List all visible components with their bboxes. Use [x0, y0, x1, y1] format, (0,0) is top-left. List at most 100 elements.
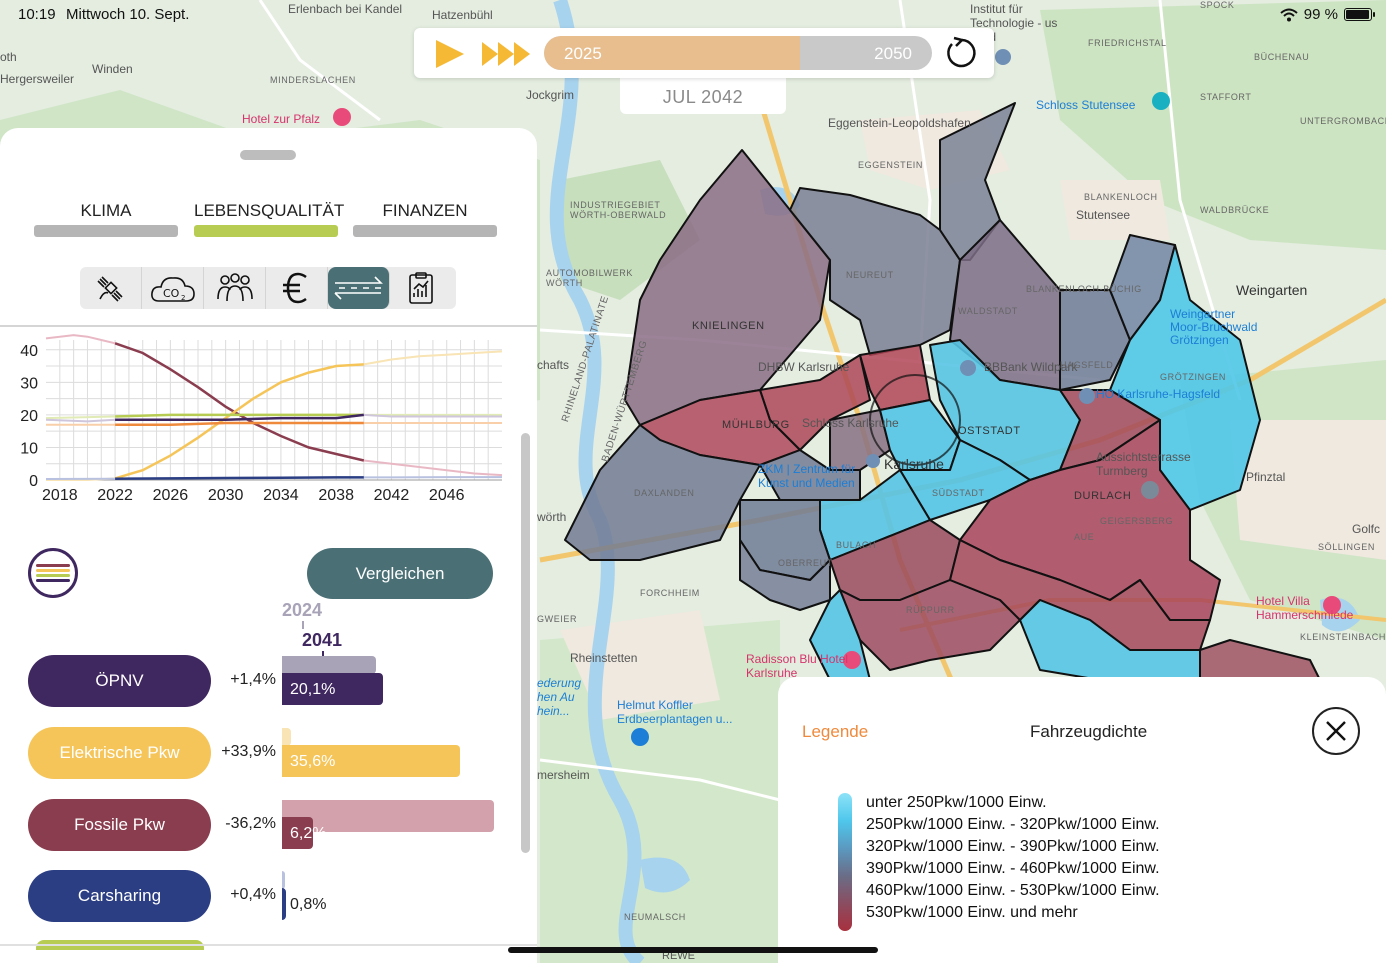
- status-date: Mittwoch 10. Sept.: [66, 6, 190, 23]
- legend-toggle-line: [36, 579, 70, 582]
- settlement-area: [1230, 420, 1386, 560]
- schloss-circle: [869, 374, 961, 466]
- panel-scrollbar[interactable]: [521, 433, 530, 853]
- tab-lebensqualitaet[interactable]: LEBENSQUALITÄT: [194, 201, 344, 237]
- tab-finanzen[interactable]: FINANZEN: [353, 201, 497, 237]
- series-line: [114, 363, 364, 480]
- close-legend-button[interactable]: [1312, 707, 1360, 755]
- map-label: EGGENSTEIN: [858, 160, 924, 170]
- play-icon[interactable]: [432, 38, 466, 70]
- map-label: Radisson Blu Hotel Karlsruhe: [746, 652, 849, 680]
- x-tick-label: 2022: [97, 487, 133, 504]
- map-label: Stutensee: [1076, 208, 1131, 222]
- district-hagsfeld: [1059, 289, 1131, 391]
- poi-hotel-pfalz-marker: [333, 108, 351, 126]
- panel-drag-handle[interactable]: [240, 150, 296, 160]
- mode-current-bar: [282, 673, 383, 705]
- series-line: [115, 476, 364, 480]
- mode-row: ÖPNV +1,4% 20,1%: [28, 655, 508, 707]
- battery-icon: [1344, 8, 1375, 21]
- map-label: Karlsruhe: [884, 456, 944, 472]
- mode-pill[interactable]: Carsharing: [28, 870, 211, 922]
- mode-delta: +33,9%: [221, 743, 276, 760]
- map-label: chafts: [537, 358, 570, 372]
- indicator-icon-bar: CO 2: [80, 267, 456, 309]
- wifi-icon: [1280, 8, 1298, 21]
- map-label: Schloss Karlsruhe: [802, 416, 899, 430]
- legend-entry: 530Pkw/1000 Einw. und mehr: [866, 904, 1078, 921]
- legend-entry: 460Pkw/1000 Einw. - 530Pkw/1000 Einw.: [866, 882, 1160, 899]
- legend-tab[interactable]: Legende: [802, 722, 869, 741]
- tab-klima[interactable]: KLIMA: [34, 201, 178, 237]
- map-label: Hotel zur Pfalz: [242, 112, 321, 126]
- y-tick-label: 40: [20, 343, 38, 360]
- district-daxlanden: [564, 424, 761, 561]
- indicator-button-traffic[interactable]: [328, 267, 390, 309]
- mode-row: Carsharing +0,4% 0,8%: [28, 870, 508, 922]
- district-suedstadt: [899, 439, 1031, 521]
- map-label: SÖLLINGEN: [1318, 542, 1375, 552]
- map-label: oth: [0, 50, 17, 64]
- reset-icon[interactable]: [942, 36, 978, 70]
- legend-toggle-button[interactable]: [28, 548, 78, 598]
- svg-text:CO: CO: [163, 287, 180, 300]
- map-label: BULACH: [836, 540, 877, 550]
- mode-value: 20,1%: [290, 681, 336, 698]
- mode-row: Fossile Pkw -36,2% 6,2%: [28, 799, 508, 851]
- poi-helmut-koffler-marker: [631, 728, 649, 746]
- map-label: BLANKENLOCH-BÜCHIG: [1026, 284, 1142, 294]
- map-label: NEUREUT: [846, 270, 894, 280]
- map-label: SÜDSTADT: [932, 488, 985, 498]
- compare-current-year: 2041: [302, 630, 343, 650]
- indicator-button-euro[interactable]: [266, 267, 328, 309]
- indicator-button-people[interactable]: [204, 267, 266, 309]
- divider: [0, 325, 537, 327]
- x-tick-label: 2042: [374, 487, 410, 504]
- indicator-button-report[interactable]: [390, 267, 452, 309]
- map-label: AUTOMOBILWERK WÖRTH: [546, 268, 633, 288]
- map-label: MINDERSLACHEN: [270, 75, 356, 85]
- indicator-button-co2[interactable]: CO 2: [142, 267, 204, 309]
- mode-current-bar: [282, 745, 460, 777]
- map-label: UNTERGROMBACH: [1300, 116, 1386, 126]
- mode-pill[interactable]: ÖPNV: [28, 655, 211, 707]
- map-label: Erlenbach bei Kandel: [288, 2, 403, 16]
- mode-row: Elektrische Pkw +33,9% 35,6%: [28, 727, 508, 779]
- co2-cloud-icon: CO 2: [150, 277, 195, 302]
- map-label: KNIELINGEN: [692, 320, 765, 332]
- map-label: Schloss Stutensee: [1036, 98, 1136, 112]
- mode-pill[interactable]: Fossile Pkw: [28, 799, 211, 851]
- poi-institut-marker: [995, 49, 1011, 65]
- map-label: BLANKENLOCH: [1084, 192, 1158, 202]
- map-label: NEUMALSCH: [624, 912, 686, 922]
- map-label: DAXLANDEN: [634, 488, 695, 498]
- legend-entry: unter 250Pkw/1000 Einw.: [866, 794, 1047, 811]
- forest-area: [1040, 0, 1386, 250]
- district-hohenwettersbach: [1199, 639, 1321, 681]
- mode-current-bar: [282, 888, 286, 920]
- map-label: Eggenstein-Leopoldshafen: [828, 116, 971, 130]
- legend-toggle-line: [36, 569, 70, 572]
- legend-color-scale: [838, 793, 852, 931]
- indicator-button-satellite[interactable]: [80, 267, 142, 309]
- y-tick-label: 10: [20, 440, 38, 457]
- x-tick-label: 2038: [318, 487, 354, 504]
- map-label: HO Karlsruhe-Hagsfeld: [1096, 387, 1221, 401]
- timeline-slider[interactable]: 2025 2050: [544, 36, 932, 70]
- map-label: GEIGERSBERG: [1100, 516, 1174, 526]
- map-label: AUE: [1074, 532, 1095, 542]
- fast-forward-icon[interactable]: [480, 38, 538, 70]
- poi-karlsruhe-marker: [866, 454, 880, 468]
- people-icon: [216, 273, 253, 302]
- map-label: wörth: [537, 510, 567, 524]
- mode-pill[interactable]: Elektrische Pkw: [28, 727, 211, 779]
- map-label: STAFFORT: [1200, 92, 1252, 102]
- battery-percent: 99 %: [1303, 6, 1338, 23]
- map-label: GWEIER: [537, 614, 578, 624]
- series-line: [115, 413, 364, 422]
- map-label: Golfc: [1352, 522, 1381, 536]
- legend-entry: 320Pkw/1000 Einw. - 390Pkw/1000 Einw.: [866, 838, 1160, 855]
- compare-button[interactable]: Vergleichen: [307, 548, 493, 599]
